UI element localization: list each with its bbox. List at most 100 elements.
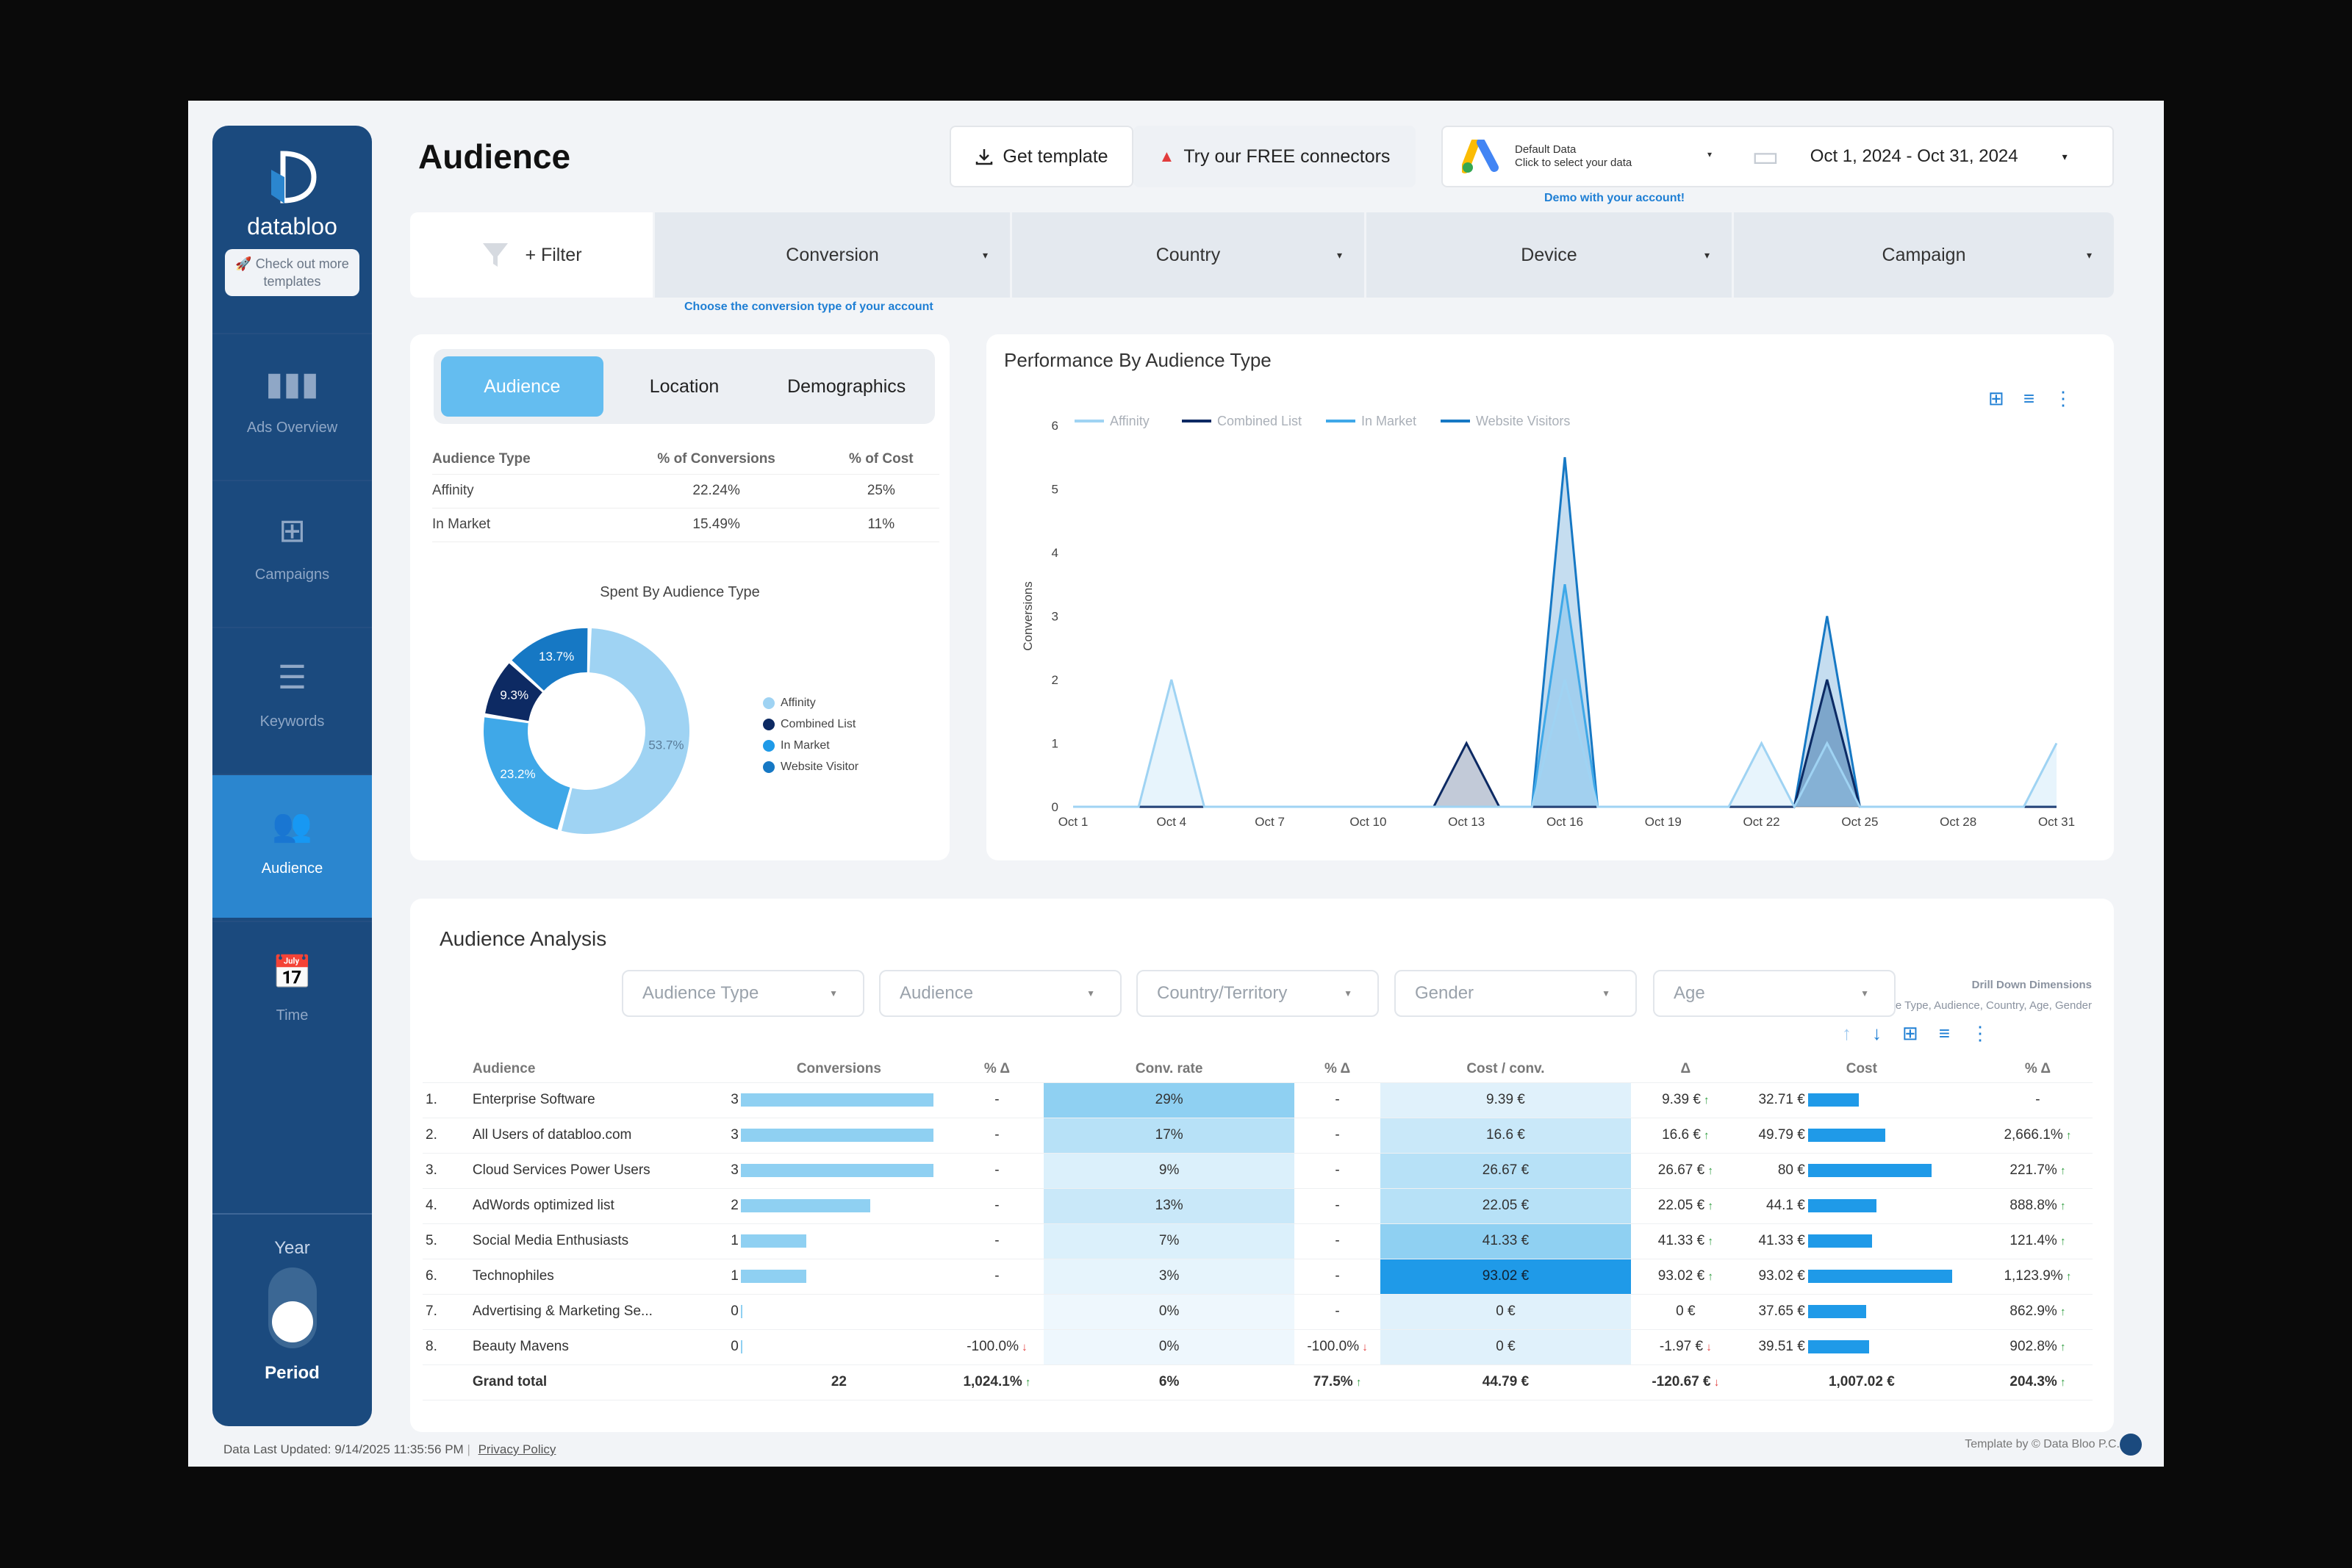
column-header[interactable]: % Δ <box>950 1056 1044 1083</box>
column-header[interactable]: Δ <box>1630 1056 1740 1083</box>
dashboard: databloo 🚀 Check out more templates Year… <box>188 101 2164 1467</box>
dim-filter-audience-type[interactable]: Audience Type ▼ <box>622 970 864 1017</box>
change-value: 16.6 € <box>1662 1127 1701 1143</box>
legend-label[interactable]: Affinity <box>1110 414 1150 428</box>
drill-down-icon[interactable]: ↓ <box>1872 1022 1882 1044</box>
donut-slice-combined-list[interactable] <box>485 663 542 722</box>
change-value: 41.33 € <box>1657 1233 1705 1248</box>
column-header[interactable]: % Δ <box>1294 1056 1381 1083</box>
donut-slice-affinity[interactable] <box>561 628 689 834</box>
check-out-templates-button[interactable]: 🚀 Check out more templates <box>225 249 359 296</box>
legend-item[interactable]: Affinity <box>763 692 858 713</box>
column-header[interactable]: Cost <box>1740 1056 1983 1083</box>
conversions-cell: 3 <box>728 1153 950 1189</box>
dim-filter-age[interactable]: Age ▼ <box>1653 970 1896 1017</box>
filter-device[interactable]: Device ▾ <box>1364 212 1732 298</box>
column-header[interactable]: % Δ <box>1982 1056 2093 1083</box>
donut-slice-in-market[interactable] <box>512 628 588 691</box>
total-value: -120.67 € <box>1652 1374 1711 1389</box>
total-value: 44.79 € <box>1482 1374 1530 1389</box>
cost-bar <box>1807 1339 1870 1353</box>
privacy-policy-link[interactable]: Privacy Policy <box>478 1442 556 1456</box>
table-more-icon[interactable]: ⋮ <box>1970 1022 1990 1044</box>
x-tick-label: Oct 22 <box>1743 815 1780 829</box>
cost-per-conv-change: 9.39 € ↑ <box>1630 1082 1740 1118</box>
cost-value: 39.51 € <box>1758 1339 1805 1354</box>
table-row[interactable]: 3. Cloud Services Power Users 3 - 9% - 26.67 €… <box>423 1153 2093 1189</box>
column-header[interactable] <box>423 1056 470 1083</box>
nav-keywords[interactable]: ☰ Keywords <box>212 627 372 771</box>
date-range-selector[interactable]: Oct 1, 2024 - Oct 31, 2024 <box>1810 146 2018 166</box>
conversions-pct-change: - <box>950 1153 1044 1189</box>
column-header[interactable]: Cost / conv. <box>1380 1056 1631 1083</box>
table-row[interactable]: 6. Technophiles 1-3% -93.02 €93.02 € ↑ 93.02… <box>423 1259 2093 1295</box>
table-row[interactable]: 1. Enterprise Software 3 - 29% - 9.39 €9.39 € … <box>423 1082 2093 1118</box>
tab-audience[interactable]: Audience <box>441 356 603 417</box>
table-row[interactable]: 8. Beauty Mavens 0 -100.0% ↓ 0% -100.0% ↓ 0 € -… <box>423 1329 2093 1365</box>
column-header[interactable]: Conversions <box>728 1056 950 1083</box>
legend-item[interactable]: Website Visitor <box>763 756 858 777</box>
table-row[interactable]: 2. All Users of databloo.com 3-17% -16.6 €1… <box>423 1118 2093 1154</box>
chart-explore-icon[interactable]: ⊞ <box>1988 387 2004 409</box>
chart-more-icon[interactable]: ⋮ <box>2054 387 2073 409</box>
tab-demographics[interactable]: Demographics <box>787 375 906 397</box>
dim-filter-gender[interactable]: Gender ▼ <box>1394 970 1637 1017</box>
conversions-pct-change <box>950 1294 1044 1330</box>
change-value: 0 € <box>1676 1303 1696 1319</box>
nav-ads-overview[interactable]: ▮▮▮ Ads Overview <box>212 333 372 477</box>
legend-label[interactable]: Combined List <box>1217 414 1302 428</box>
conversions-cell: 2 <box>728 1188 950 1224</box>
filter-country[interactable]: Country ▾ <box>1010 212 1364 298</box>
column-header[interactable]: % of Conversions <box>609 445 823 475</box>
dim-filter-country-territory[interactable]: Country/Territory ▼ <box>1136 970 1379 1017</box>
brand-logo[interactable]: databloo <box>212 148 372 240</box>
audience-name: Advertising & Marketing Se... <box>469 1294 728 1330</box>
series-line-affinity[interactable] <box>1073 679 2058 810</box>
nav-campaigns[interactable]: ⊞ Campaigns <box>212 480 372 624</box>
chart-filter-icon[interactable]: ≡ <box>2023 387 2034 409</box>
legend-label[interactable]: Website Visitors <box>1476 414 1570 428</box>
conversions-pct-change: - <box>950 1188 1044 1224</box>
account-selector[interactable]: Default Data Click to select your data ▾ <box>1515 143 1713 170</box>
y-tick-label: 1 <box>1052 737 1058 751</box>
date-dropdown-arrow-icon[interactable]: ▾ <box>2062 150 2068 162</box>
toggle-switch[interactable] <box>268 1267 317 1348</box>
legend-label[interactable]: In Market <box>1361 414 1416 428</box>
table-explore-icon[interactable]: ⊞ <box>1902 1022 1918 1044</box>
nav-audience[interactable]: 👥 Audience <box>212 774 372 918</box>
get-template-button[interactable]: Get template <box>950 126 1133 187</box>
free-connectors-button[interactable]: ▲ Try our FREE connectors <box>1133 126 1416 187</box>
chip-label: Gender <box>1415 983 1474 1003</box>
pct-change-value: 221.7% <box>2009 1162 2057 1178</box>
filter-conversion[interactable]: Conversion ▾ <box>653 212 1010 298</box>
table-header-row: Audience Conversions% Δ Conv. rate% Δ Cost … <box>423 1056 2093 1083</box>
table-row[interactable]: 7. Advertising & Marketing Se... 0 0% - 0 € 0 … <box>423 1294 2093 1330</box>
filter-campaign[interactable]: Campaign ▾ <box>1732 212 2114 298</box>
column-header[interactable]: Audience <box>469 1056 728 1083</box>
donut-slice-website-visitors[interactable] <box>484 717 570 830</box>
tab-location[interactable]: Location <box>649 375 720 397</box>
period-toggle[interactable]: Year Period <box>212 1213 372 1384</box>
cost-per-conv-cell: 93.02 € <box>1380 1259 1631 1295</box>
drill-up-icon[interactable]: ↑ <box>1842 1022 1851 1044</box>
table-row[interactable]: 4. AdWords optimized list 2-13% -22.05 €22.… <box>423 1188 2093 1224</box>
up-arrow-icon: ↑ <box>2057 1235 2066 1248</box>
legend-item[interactable]: In Market <box>763 735 858 756</box>
conversions-cell: 0 <box>728 1329 950 1365</box>
dropdown-arrow-icon: ▼ <box>1086 988 1095 999</box>
dim-filter-audience[interactable]: Audience ▼ <box>879 970 1122 1017</box>
table-filter-icon[interactable]: ≡ <box>1938 1022 1950 1044</box>
up-arrow-icon: ↑ <box>2057 1165 2066 1177</box>
up-arrow-icon: ↑ <box>2062 1129 2072 1142</box>
add-filter-button[interactable]: + Filter <box>410 212 653 298</box>
analysis-title: Audience Analysis <box>440 927 607 950</box>
audience-analysis-table: Audience Conversions% Δ Conv. rate% Δ Cost … <box>423 1056 2093 1400</box>
pct-change-value: - <box>994 1233 1000 1248</box>
legend-item[interactable]: Combined List <box>763 713 858 735</box>
nav-time[interactable]: 📅 Time <box>212 921 372 1065</box>
audience-name: AdWords optimized list <box>469 1188 728 1224</box>
column-header[interactable]: % of Cost <box>822 445 939 475</box>
column-header[interactable]: Conv. rate <box>1044 1056 1294 1083</box>
table-row[interactable]: 5. Social Media Enthusiasts 1-7% -41.33 €41… <box>423 1223 2093 1259</box>
column-header[interactable]: Audience Type <box>432 445 610 475</box>
